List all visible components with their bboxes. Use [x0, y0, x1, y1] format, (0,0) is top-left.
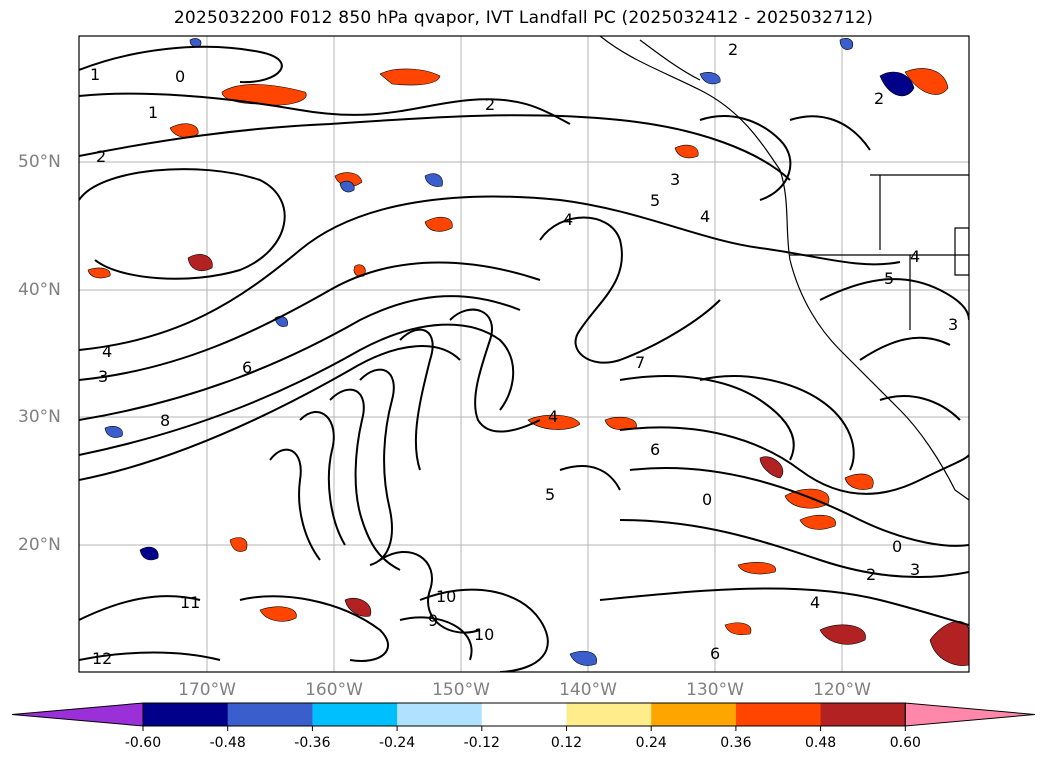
colorbar-extend-low	[11, 702, 144, 727]
contour-label: 0	[892, 537, 902, 556]
map-panel	[79, 36, 969, 672]
negative-anomaly-patches	[104, 38, 915, 666]
lon-label-130w: 130°W	[686, 680, 744, 700]
plot-title: 2025032200 F012 850 hPa qvapor, IVT Land…	[173, 8, 874, 28]
contour-label: 6	[242, 358, 252, 377]
colorbar-tick-label: -0.12	[463, 735, 500, 751]
colorbar-tick-label: -0.60	[124, 735, 162, 751]
contour-label: 3	[670, 170, 680, 189]
lon-label-150w: 150°W	[432, 680, 490, 700]
contour-label: 4	[700, 207, 710, 226]
map-border	[78, 35, 970, 673]
contour-label: 5	[884, 269, 894, 288]
contour-label: 4	[563, 210, 573, 229]
colorbar-tick-label: 0.60	[889, 735, 921, 751]
contour-label: 1	[148, 103, 158, 122]
colorbar-segment	[566, 703, 652, 726]
contour-label: 3	[948, 315, 958, 334]
lat-label-20n: 20°N	[18, 535, 61, 555]
colorbar-segment	[820, 703, 906, 726]
contour-label: 6	[650, 440, 660, 459]
colorbar-segment	[735, 703, 822, 726]
lat-label-40n: 40°N	[18, 280, 61, 300]
contour-label: 5	[650, 191, 660, 210]
contour-label: 9	[428, 611, 438, 630]
lon-label-170w: 170°W	[178, 680, 236, 700]
colorbar-segment	[143, 703, 229, 726]
colorbar	[11, 702, 1036, 731]
contour-label: 2	[866, 565, 876, 584]
colorbar-segment	[481, 703, 567, 726]
contour-label: 0	[175, 67, 185, 86]
lon-label-160w: 160°W	[305, 680, 363, 700]
contour-label: 3	[910, 560, 920, 579]
colorbar-tick-label: -0.48	[209, 735, 246, 751]
contour-label: 2	[728, 40, 738, 59]
contour-label: 1	[90, 65, 100, 84]
contour-label: 5	[545, 485, 555, 504]
contour-label: 0	[702, 490, 712, 509]
colorbar-tick-label: 0.36	[720, 735, 752, 751]
contour-label: 4	[548, 407, 558, 426]
colorbar-tick-label: 0.24	[635, 735, 667, 751]
contour-label: 8	[160, 411, 170, 430]
contour-label: 6	[710, 644, 720, 663]
contour-label: 2	[485, 95, 495, 114]
colorbar-tick-label: -0.24	[378, 735, 416, 751]
colorbar-border	[142, 702, 906, 727]
ivt-contours	[79, 45, 969, 672]
contour-label: 4	[810, 593, 820, 612]
colorbar-tick-label: 0.12	[550, 735, 583, 751]
positive-anomaly-patches	[87, 68, 969, 666]
colorbar-segment	[227, 703, 313, 726]
lon-label-120w: 120°W	[813, 680, 871, 700]
colorbar-tick-label: -0.36	[294, 735, 331, 751]
contour-label: 3	[98, 367, 108, 386]
colorbar-segment	[312, 703, 398, 726]
lon-label-140w: 140°W	[559, 680, 617, 700]
colorbar-extend-high	[904, 702, 1036, 727]
colorbar-segment	[651, 703, 737, 726]
contour-label: 10	[474, 625, 494, 644]
contour-label: 4	[910, 247, 920, 266]
lat-label-30n: 30°N	[18, 407, 61, 427]
colorbar-segment	[397, 703, 483, 726]
contour-label: 11	[180, 593, 200, 612]
coastlines	[599, 36, 969, 501]
colorbar-tick-label: 0.48	[805, 735, 837, 751]
contour-label: 2	[96, 147, 106, 166]
contour-label: 4	[102, 342, 112, 361]
contour-label: 12	[92, 649, 112, 668]
contour-label-group: 1 0 1 2 2 2 3 5 4 4 4 3 6 8 7 4 6 0 0 2 …	[90, 40, 958, 668]
contour-label: 2	[874, 89, 884, 108]
lat-label-50n: 50°N	[18, 152, 61, 172]
contour-label: 7	[635, 353, 645, 372]
contour-label: 10	[436, 587, 456, 606]
